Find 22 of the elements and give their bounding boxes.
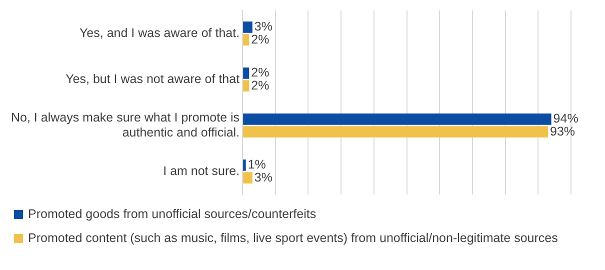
- bar: [243, 172, 252, 184]
- bar: [243, 113, 552, 125]
- bar: [243, 34, 250, 46]
- bar: [243, 159, 246, 171]
- data-label: 2%: [251, 78, 270, 92]
- data-label: 3%: [254, 20, 272, 34]
- legend-label: Promoted goods from unofficial sources/counterfeits: [28, 206, 316, 222]
- y-tick-label: Yes, but I was not aware of that: [66, 72, 240, 86]
- bar: [243, 21, 252, 33]
- data-label: 94%: [553, 112, 578, 126]
- data-label: 2%: [251, 66, 270, 80]
- legend-label: Promoted content (such as music, films, live sport events) from unofficial/non-legitimate sources: [28, 230, 558, 246]
- bar: [243, 126, 548, 138]
- bar: [243, 67, 250, 79]
- y-tick-label: No, I always make sure what I promote is authentic and official.: [10, 110, 240, 140]
- y-tick-label: I am not sure.: [163, 164, 240, 178]
- bar: [243, 80, 250, 92]
- data-label: 3%: [254, 170, 272, 184]
- data-label: 2%: [251, 32, 270, 46]
- data-label: 1%: [248, 158, 266, 172]
- y-tick-label: Yes, and I was aware of that.: [79, 26, 240, 40]
- data-label: 93%: [550, 124, 576, 138]
